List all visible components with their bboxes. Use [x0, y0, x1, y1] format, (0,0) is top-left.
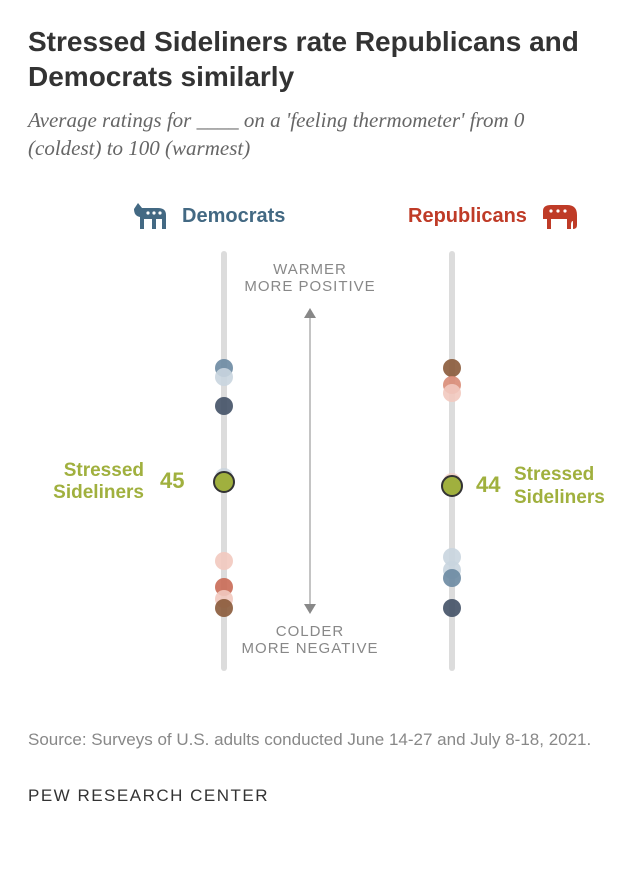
republicans-dot — [443, 569, 461, 587]
chart-title: Stressed Sideliners rate Republicans and… — [28, 24, 592, 94]
colder-label: COLDERMORE NEGATIVE — [242, 623, 379, 657]
democrats-highlight-dot — [213, 471, 235, 493]
republicans-side-value: 44 — [476, 472, 500, 498]
chart-subtitle: Average ratings for ____ on a 'feeling t… — [28, 106, 592, 163]
democrats-dot — [215, 552, 233, 570]
warmer-label: WARMERMORE POSITIVE — [244, 261, 375, 295]
republicans-dot — [443, 359, 461, 377]
democrats-dot — [215, 397, 233, 415]
democrats-side-label: StressedSideliners — [34, 460, 144, 506]
republicans-highlight-dot — [441, 475, 463, 497]
arrow-down — [304, 604, 316, 614]
democrats-header: Democrats — [128, 199, 285, 235]
donkey-icon — [128, 199, 174, 235]
republicans-side-label: StressedSideliners — [514, 464, 605, 510]
arrow-line — [310, 309, 311, 613]
footer-text: PEW RESEARCH CENTER — [28, 786, 592, 806]
democrats-dot — [215, 599, 233, 617]
chart-area: Democrats Republicans WARMERMORE POSITIV… — [28, 191, 592, 711]
republicans-label: Republicans — [408, 205, 527, 228]
democrats-dot — [215, 368, 233, 386]
republicans-dot — [443, 599, 461, 617]
source-text: Source: Surveys of U.S. adults conducted… — [28, 729, 592, 752]
democrats-side-value: 45 — [160, 468, 184, 494]
elephant-icon — [535, 199, 581, 235]
democrats-label: Democrats — [182, 205, 285, 228]
republicans-dot — [443, 384, 461, 402]
republicans-header: Republicans — [408, 199, 581, 235]
